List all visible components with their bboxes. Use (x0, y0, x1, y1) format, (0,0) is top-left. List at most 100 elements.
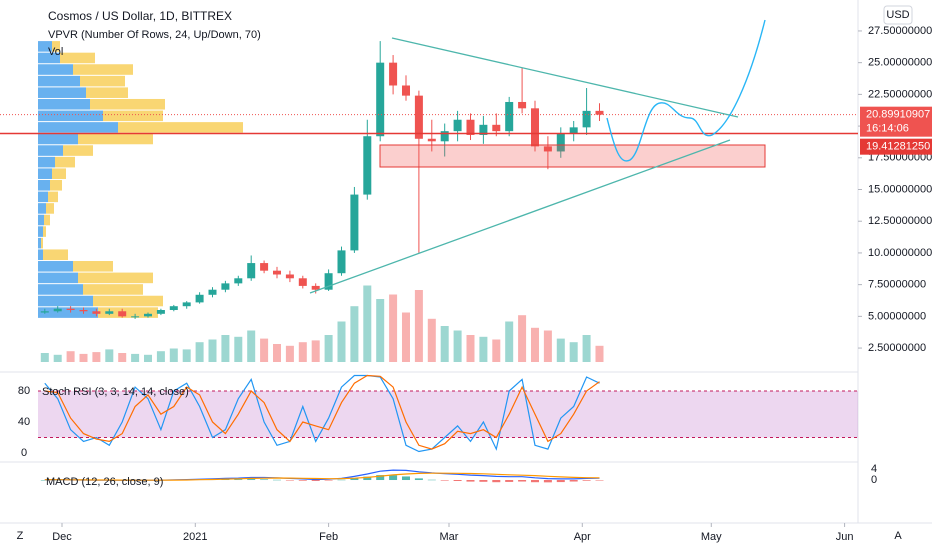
candle-body (221, 283, 230, 290)
macd-histogram-bar (401, 476, 410, 481)
volume-bar (92, 352, 101, 362)
macd-title: MACD (12, 26, close, 9) (46, 476, 163, 488)
macd-histogram-bar (311, 480, 320, 481)
vpvr-up-bar (38, 98, 90, 110)
vpvr-up-bar (38, 295, 93, 307)
y-tick-label: 2.50000000 (868, 342, 926, 354)
x-tick-label: Dec (52, 531, 72, 543)
macd-histogram-bar (363, 476, 372, 481)
candle-body (247, 263, 256, 279)
currency-button[interactable] (883, 5, 913, 25)
macd-histogram-bar (492, 480, 501, 483)
volume-bar (492, 339, 501, 362)
currency-label[interactable]: USD (886, 9, 909, 21)
volume-bar (376, 299, 385, 362)
vpvr-down-bar (98, 307, 158, 318)
vpvr-up-bar (38, 156, 55, 168)
candle-body (389, 62, 398, 86)
candle-body (195, 294, 204, 303)
volume-bar (221, 335, 230, 362)
macd-histogram-bar (582, 480, 591, 481)
macd-histogram-bar (556, 480, 565, 483)
volume-bar (53, 354, 62, 362)
macd-histogram-bar (337, 479, 346, 481)
volume-bar (505, 321, 514, 362)
vpvr-down-bar (86, 87, 128, 98)
y-tick-label: 10.00000000 (868, 247, 932, 259)
stoch-tick-label: 0 (21, 447, 27, 459)
volume-bar (144, 354, 153, 362)
volume-bar (479, 336, 488, 362)
zoom-button[interactable]: Z (17, 530, 24, 542)
candle-body (466, 119, 475, 135)
y-tick-label: 25.00000000 (868, 57, 932, 69)
upper-trend-line (391, 37, 739, 118)
volume-bar (543, 330, 552, 362)
candle-body (401, 85, 410, 96)
candle-body (492, 124, 501, 132)
candle-body (376, 62, 385, 137)
vpvr-up-bar (38, 87, 86, 98)
x-tick-label: May (701, 531, 722, 543)
candle-body (543, 146, 552, 152)
candle-body (453, 119, 462, 132)
macd-histogram-bar (530, 480, 539, 483)
candle-body (118, 311, 127, 317)
y-tick-label: 22.50000000 (868, 88, 932, 100)
candle-body (131, 316, 140, 318)
vpvr-up-bar (38, 133, 78, 145)
volume-bar (582, 335, 591, 362)
last-price-label: 20.89910907 (866, 109, 930, 121)
candle-body (156, 310, 165, 314)
macd-histogram-bar (453, 480, 462, 482)
macd-histogram-bar (414, 478, 423, 481)
vpvr-up-bar (38, 41, 52, 52)
vpvr-up-bar (38, 307, 98, 318)
x-tick-label: Mar (440, 531, 459, 543)
candle-body (582, 110, 591, 128)
candle-body (311, 285, 320, 290)
vpvr-down-bar (43, 226, 46, 237)
level-label: 19.41281250 (866, 141, 930, 153)
vpvr-up-bar (38, 214, 44, 226)
vpvr-down-bar (46, 203, 54, 214)
y-tick-label: 12.50000000 (868, 215, 932, 227)
y-tick-label: 27.50000000 (868, 25, 932, 37)
vpvr-up-bar (38, 226, 43, 237)
vpvr-down-bar (90, 98, 165, 110)
x-tick-label: 2021 (183, 531, 207, 543)
candle-body (363, 136, 372, 195)
volume-bar (66, 351, 75, 362)
macd-histogram-bar (543, 480, 552, 483)
vpvr-up-bar (38, 64, 73, 75)
candle-body (414, 95, 423, 139)
macd-histogram-bar (260, 479, 269, 481)
candle-body (208, 289, 217, 295)
candle-body (530, 108, 539, 147)
macd-histogram-bar (518, 480, 527, 482)
y-tick-label: 15.00000000 (868, 183, 932, 195)
vpvr-down-bar (73, 64, 133, 75)
stoch-tick-label: 40 (18, 416, 30, 428)
volume-bar (131, 353, 140, 362)
volume-bar (311, 340, 320, 362)
candle-body (285, 274, 294, 279)
support-zone (379, 144, 766, 168)
volume-bar (466, 335, 475, 362)
vpvr-down-bar (63, 145, 93, 156)
candle-body (272, 270, 281, 275)
candle-body (169, 306, 178, 311)
candle-body (79, 310, 88, 312)
x-tick-label: Feb (319, 531, 338, 543)
volume-bar (440, 326, 449, 362)
vpvr-up-bar (38, 168, 52, 179)
volume-bar (414, 290, 423, 362)
candle-body (182, 302, 191, 307)
macd-histogram-bar (247, 479, 256, 481)
drawings (309, 19, 766, 294)
candle-body (337, 250, 346, 274)
auto-scale-button[interactable]: A (894, 530, 902, 542)
macd-histogram-bar (389, 475, 398, 481)
stoch-line (44, 374, 600, 450)
vpvr-down-bar (103, 110, 163, 122)
